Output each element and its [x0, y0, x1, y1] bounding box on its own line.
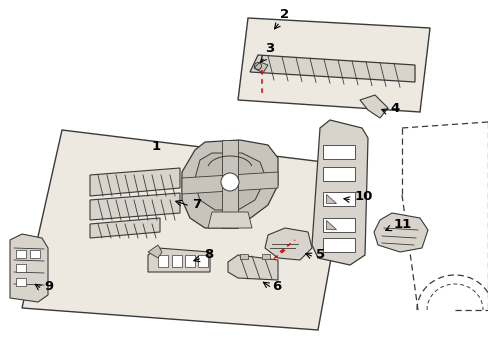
Bar	[323, 192, 354, 206]
Polygon shape	[194, 153, 265, 210]
Polygon shape	[207, 212, 251, 228]
Polygon shape	[240, 254, 247, 259]
Polygon shape	[249, 55, 414, 82]
Text: 5: 5	[315, 248, 325, 261]
Polygon shape	[238, 18, 429, 112]
Bar	[323, 238, 354, 252]
Polygon shape	[222, 140, 238, 228]
Bar	[16, 264, 26, 272]
Bar	[323, 167, 354, 181]
Bar	[198, 255, 207, 267]
Polygon shape	[311, 120, 367, 265]
Polygon shape	[22, 130, 347, 330]
Bar	[16, 278, 26, 286]
Polygon shape	[90, 218, 160, 238]
Bar	[172, 255, 182, 267]
Polygon shape	[325, 220, 335, 229]
Text: 9: 9	[44, 280, 53, 293]
Text: 2: 2	[280, 8, 288, 21]
Text: 3: 3	[264, 42, 274, 55]
Text: 7: 7	[192, 198, 201, 211]
Polygon shape	[90, 168, 180, 196]
Polygon shape	[148, 248, 209, 272]
Text: 8: 8	[203, 248, 213, 261]
Text: 10: 10	[354, 190, 373, 203]
Text: 6: 6	[271, 280, 281, 293]
Polygon shape	[325, 194, 335, 203]
Bar	[323, 145, 354, 159]
Polygon shape	[253, 62, 267, 73]
Bar	[184, 255, 195, 267]
Text: 1: 1	[152, 140, 161, 153]
Bar	[30, 250, 40, 258]
Polygon shape	[10, 234, 48, 302]
Polygon shape	[262, 254, 269, 259]
Text: 11: 11	[393, 218, 411, 231]
Polygon shape	[182, 172, 278, 194]
Circle shape	[221, 173, 239, 191]
Polygon shape	[90, 193, 180, 220]
Bar	[16, 250, 26, 258]
Bar	[158, 255, 168, 267]
Polygon shape	[227, 255, 278, 280]
Polygon shape	[148, 245, 162, 258]
Polygon shape	[182, 140, 278, 228]
Text: 4: 4	[389, 102, 398, 115]
Polygon shape	[264, 228, 311, 260]
Polygon shape	[359, 95, 387, 118]
Bar	[323, 218, 354, 232]
Polygon shape	[373, 213, 427, 252]
